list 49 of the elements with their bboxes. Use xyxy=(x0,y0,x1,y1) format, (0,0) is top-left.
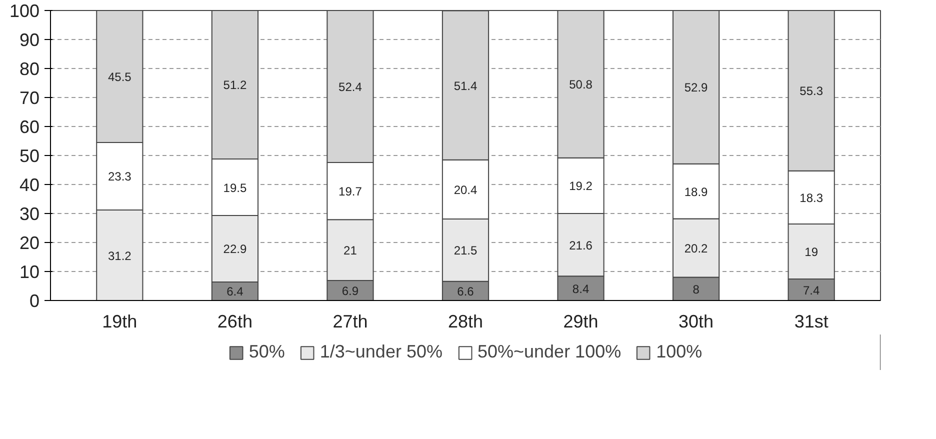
data-label: 31.2 xyxy=(108,248,132,263)
data-label: 7.4 xyxy=(802,283,820,298)
data-label: 20.4 xyxy=(454,182,478,197)
data-label: 22.9 xyxy=(223,242,247,256)
y-tick-label: 80 xyxy=(19,59,40,79)
data-label: 21 xyxy=(344,244,358,258)
data-label: 18.3 xyxy=(800,190,824,205)
y-tick-label: 90 xyxy=(19,30,40,50)
data-label: 20.2 xyxy=(684,242,708,256)
data-label: 6.9 xyxy=(342,284,359,298)
y-tick-label: 70 xyxy=(19,88,40,108)
x-tick-label: 31st xyxy=(794,312,828,332)
y-tick-label: 40 xyxy=(19,175,40,195)
data-label: 18.9 xyxy=(684,184,708,199)
data-label: 51.2 xyxy=(223,78,247,92)
x-tick-label: 28th xyxy=(448,312,484,332)
data-label: 8.4 xyxy=(572,282,590,296)
data-label: 52.4 xyxy=(338,80,362,94)
y-tick-label: 30 xyxy=(19,204,40,224)
y-tick-label: 0 xyxy=(29,291,40,311)
data-label: 19 xyxy=(804,244,818,259)
y-tick-label: 20 xyxy=(19,233,40,253)
legend-label: 100% xyxy=(656,342,702,362)
data-label: 19.7 xyxy=(338,184,362,199)
x-tick-label: 19th xyxy=(102,312,138,332)
data-label: 8 xyxy=(692,282,700,296)
y-tick-label: 60 xyxy=(19,117,40,137)
y-tick-label: 10 xyxy=(19,262,40,282)
x-tick-label: 27th xyxy=(332,312,368,332)
data-label: 19.5 xyxy=(223,180,247,195)
data-label: 19.2 xyxy=(569,179,593,194)
data-label: 51.4 xyxy=(454,78,478,93)
data-label: 52.9 xyxy=(684,80,708,95)
x-tick-label: 26th xyxy=(217,312,252,332)
x-tick-label: 30th xyxy=(678,312,714,332)
data-label: 45.5 xyxy=(108,70,132,84)
legend-label: 50% xyxy=(248,342,285,362)
data-label: 50.8 xyxy=(569,78,593,92)
y-tick-label: 50 xyxy=(19,146,40,166)
data-label: 6.6 xyxy=(457,284,474,298)
data-label: 23.3 xyxy=(108,170,132,184)
x-tick-label: 29th xyxy=(563,312,598,332)
data-label: 6.4 xyxy=(226,284,244,299)
data-label: 21.6 xyxy=(569,238,593,252)
legend-label: 1/3~under 50% xyxy=(320,342,442,362)
y-tick-label: 100 xyxy=(9,1,40,21)
legend-label: 50%~under 100% xyxy=(477,342,622,362)
data-label: 55.3 xyxy=(800,84,824,98)
data-label: 21.5 xyxy=(454,244,478,258)
